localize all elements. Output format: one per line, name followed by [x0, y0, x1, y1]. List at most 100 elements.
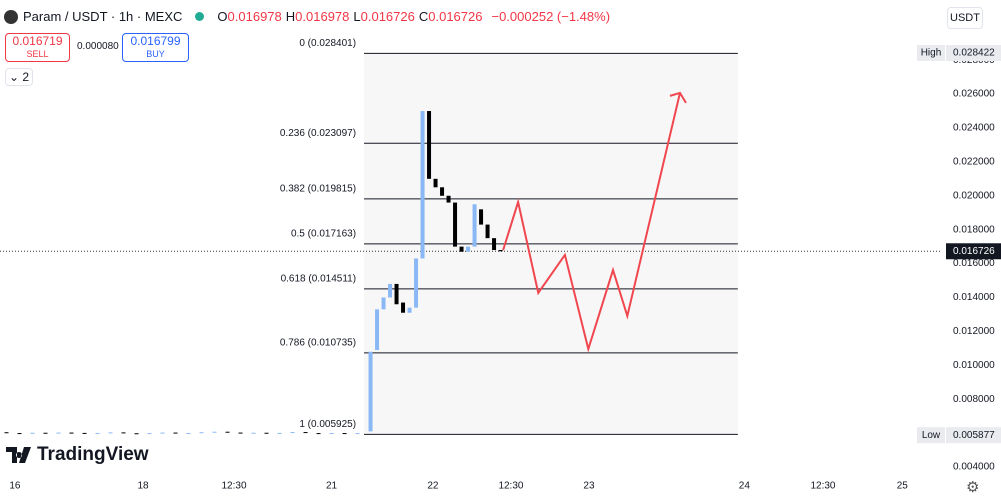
candle-body [453, 202, 458, 247]
low-label-bg [917, 427, 945, 444]
candle-body [43, 432, 48, 434]
fib-label: 0.5 (0.017163) [291, 229, 356, 240]
candle-body [316, 433, 321, 435]
candle-body [446, 195, 451, 203]
fib-label: 0.236 (0.023097) [280, 128, 356, 139]
x-tick-label: 23 [583, 481, 595, 492]
x-tick-label: 12:30 [810, 481, 835, 492]
candle-body [30, 432, 35, 434]
x-tick-label: 16 [9, 481, 21, 492]
candle-body [375, 309, 380, 351]
symbol-icon [4, 9, 18, 24]
fib-label: 0.786 (0.010735) [280, 337, 356, 348]
x-tick-label: 18 [137, 481, 149, 492]
candle-body [427, 111, 432, 179]
candle-body [134, 433, 139, 435]
low-value-bg [946, 427, 1001, 444]
candle-body [251, 432, 256, 434]
logo-icon [6, 447, 31, 463]
ohlc-value: 0.016978 [295, 9, 350, 24]
x-tick-label: 24 [739, 481, 751, 492]
symbol[interactable]: Param / USDT · 1h · MEXC [23, 9, 183, 24]
candle-body [466, 246, 471, 252]
candle-body [95, 433, 100, 435]
ohlc-label: H [285, 9, 296, 24]
sell-price: 0.016719 [12, 34, 63, 48]
buy-label: BUY [146, 49, 165, 59]
ohlc-value: 0.016726 [428, 9, 483, 24]
fib-label: 0.382 (0.019815) [280, 184, 356, 195]
ohlc-label: L [353, 9, 361, 24]
buy-price: 0.016799 [130, 34, 181, 48]
currency-button[interactable]: USDT [947, 7, 983, 29]
buy-button[interactable]: 0.016799 BUY [122, 33, 189, 62]
candle-body [56, 432, 61, 434]
candle-body [186, 433, 191, 435]
candle-body [440, 187, 445, 196]
low-label: Low [922, 430, 941, 441]
y-tick-label: 0.014000 [953, 292, 995, 303]
candle-body [4, 432, 9, 434]
settings-icon[interactable]: ⚙ [966, 479, 980, 496]
candle-body [492, 238, 497, 251]
fib-label: 0 (0.028401) [299, 38, 356, 49]
fib-label: 1 (0.005925) [299, 419, 356, 430]
candle-body [290, 432, 295, 434]
candle-body [485, 224, 490, 239]
x-tick-label: 12:30 [498, 481, 523, 492]
candle-body [414, 258, 419, 308]
x-tick-label: 21 [326, 481, 338, 492]
candle-body [160, 432, 165, 434]
high-label-bg [917, 45, 945, 62]
low-value: 0.005877 [953, 430, 995, 441]
candle-body [401, 302, 406, 313]
high-value: 0.028422 [953, 48, 995, 59]
high-value-bg [946, 45, 1001, 62]
y-tick-label: 0.022000 [953, 157, 995, 168]
header: Param / USDT · 1h · MEXC O0.016978 H0.016… [4, 9, 610, 24]
candle-body [225, 431, 230, 433]
x-tick-label: 25 [897, 481, 909, 492]
candle-body [17, 433, 22, 435]
candle-body [264, 432, 269, 434]
status-dot [195, 12, 205, 21]
candle-body [479, 209, 484, 225]
logo: TradingView [6, 444, 149, 466]
candle-body [303, 432, 308, 434]
y-tick-label: 0.016000 [953, 258, 995, 269]
projection-path [502, 92, 681, 353]
candle-body [472, 204, 477, 247]
indicators-toggle[interactable]: ⌄ 2 [5, 68, 33, 86]
candle-body [121, 432, 126, 434]
y-tick-label: 0.012000 [953, 326, 995, 337]
y-tick-label: 0.018000 [953, 224, 995, 235]
candle-body [355, 433, 360, 435]
x-tick-label: 22 [427, 481, 439, 492]
last-price-bg [946, 243, 1001, 260]
candle-body [173, 432, 178, 434]
fib-label: 0.618 (0.014511) [281, 273, 356, 284]
y-tick-label: 0.008000 [953, 394, 995, 405]
candle-body [433, 178, 438, 188]
x-tick-label: 12:30 [222, 481, 247, 492]
ohlc-label: C [418, 9, 429, 24]
y-tick-label: 0.010000 [953, 360, 995, 371]
sell-label: SELL [26, 49, 49, 59]
y-tick-label: 0.024000 [953, 123, 995, 134]
candle-body [277, 432, 282, 434]
candle-body [388, 283, 393, 298]
candle-body [199, 432, 204, 434]
ohlc: O0.016978 H0.016978 L0.016726 C0.016726 [217, 9, 486, 24]
candle-body [394, 283, 399, 305]
ohlc-value: 0.016978 [227, 9, 282, 24]
sell-button[interactable]: 0.016719 SELL [5, 33, 70, 62]
spread: 0.000080 [77, 41, 119, 52]
candle-body [368, 351, 373, 432]
ohlc-value: 0.016726 [360, 9, 415, 24]
candle-body [82, 432, 87, 434]
candle-body [407, 307, 412, 313]
candle-body [69, 432, 74, 434]
indicator-count: 2 [22, 70, 30, 84]
